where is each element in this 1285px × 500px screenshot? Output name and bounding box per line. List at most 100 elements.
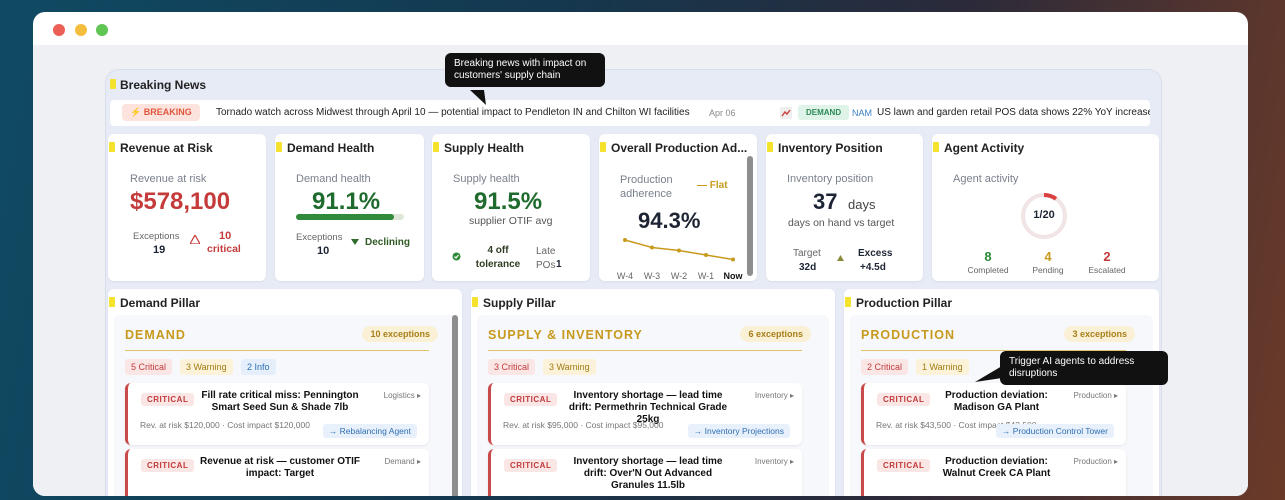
x-tick-label: W-3 [644, 271, 660, 281]
filter-chip[interactable]: 3 Warning [180, 359, 233, 375]
kpi-card[interactable]: Revenue at Risk Revenue at risk $578,100… [108, 134, 266, 281]
filter-chip[interactable]: 2 Critical [861, 359, 909, 375]
exception-title: Production deviation: Walnut Creek CA Pl… [942, 456, 1051, 479]
exception-title: Revenue at risk — customer OTIF impact: … [199, 456, 361, 479]
exception-card[interactable]: CRITICAL Revenue at risk — customer OTIF … [125, 449, 429, 496]
impact-meta: Rev. at risk $43,500 · Cost impact $43,5… [876, 420, 1037, 430]
minimize-dot[interactable] [75, 24, 87, 36]
pillar-heading: PRODUCTION [861, 328, 956, 342]
exception-card[interactable]: CRITICAL Production deviation: Madison GA… [861, 383, 1126, 445]
tooltip-arrow [470, 90, 486, 105]
news-date: Apr 06 [709, 108, 736, 118]
pillar-title: Demand Pillar [120, 296, 201, 310]
kpi-value: 37 [813, 189, 838, 214]
kpi-value: 94.3% [638, 208, 701, 233]
marker [110, 79, 116, 89]
exception-title: Inventory shortage — lead time drift: Ov… [573, 456, 723, 491]
x-tick-label: W-2 [671, 271, 687, 281]
demand-tag: DEMAND [798, 105, 850, 120]
trend-point [731, 257, 735, 262]
kpi-value: 91.5% [474, 188, 543, 215]
filter-chip[interactable]: 3 Warning [543, 359, 596, 375]
category: Logistics ▸ [383, 391, 421, 400]
pillar-panel[interactable]: Supply Pillar SUPPLY & INVENTORY 6 excepti… [471, 289, 835, 496]
kpi-card[interactable]: Overall Production Ad... Production adhe… [599, 134, 757, 281]
exception-card[interactable]: CRITICAL Fill rate critical miss: Penning… [125, 383, 429, 445]
filter-chip[interactable]: 5 Critical [125, 359, 173, 375]
filter-chip[interactable]: 1 Warning [916, 359, 969, 375]
kpi-card[interactable]: Demand Health Demand health 91.1% Except… [275, 134, 424, 281]
exception-count: 10 exceptions [362, 326, 438, 342]
pillar-panel[interactable]: Production Pillar PRODUCTION 3 exceptions 2… [844, 289, 1159, 496]
late-value: 1 [556, 259, 562, 270]
pillar-heading: SUPPLY & INVENTORY [488, 328, 643, 342]
kpi-value: 91.1% [312, 188, 381, 215]
kpi-label: Inventory position [787, 173, 874, 185]
progress-track [296, 214, 404, 220]
trend-point [623, 238, 627, 242]
exceptions-value: 19 [153, 244, 166, 256]
agent-button[interactable]: → Rebalancing Agent [322, 424, 417, 438]
news-text[interactable]: Tornado watch across Midwest through Apr… [216, 107, 690, 118]
severity-badge: CRITICAL [877, 393, 931, 406]
exceptions-label: Exceptions [133, 231, 180, 242]
breaking-badge: ⚡ BREAKING [122, 104, 200, 121]
kpi-card[interactable]: Supply Health Supply health 91.5% suppli… [432, 134, 590, 281]
severity-badge: CRITICAL [504, 393, 558, 406]
up-icon [837, 255, 844, 261]
pillar-body: PRODUCTION 3 exceptions 2 Critical 1 Warnin… [850, 315, 1153, 496]
exception-card[interactable]: CRITICAL Inventory shortage — lead time d… [488, 383, 802, 445]
critical-label: critical [207, 243, 241, 255]
close-dot[interactable] [53, 24, 65, 36]
trend-icon [780, 107, 792, 119]
kpi-card[interactable]: Inventory Position Inventory position 37… [766, 134, 923, 281]
agent-button[interactable]: → Inventory Projections [687, 424, 790, 438]
agent-button[interactable]: → Production Control Tower [995, 424, 1114, 438]
exception-title: Production deviation: Madison GA Plant [945, 390, 1048, 413]
divider [861, 350, 1126, 351]
kpi-sub: days on hand vs target [788, 217, 895, 229]
divider [125, 350, 429, 351]
marker [845, 297, 851, 307]
dashboard: Breaking News ⚡ BREAKING Tornado watch a… [105, 69, 1162, 496]
trend-point [677, 248, 681, 253]
severity-badge: CRITICAL [141, 393, 195, 406]
severity-badge: CRITICAL [141, 459, 195, 472]
pillar-panel[interactable]: Demand Pillar DEMAND 10 exceptions 5 Critic… [108, 289, 462, 496]
x-tick-label: W-1 [698, 271, 714, 281]
pillar-body: DEMAND 10 exceptions 5 Critical 3 Warning 2 … [114, 315, 456, 496]
kpi-sub: supplier OTIF avg [469, 215, 553, 227]
maximize-dot[interactable] [96, 24, 108, 36]
impact-meta: Rev. at risk $120,000 · Cost impact $120… [140, 420, 310, 430]
progress-fill [296, 214, 395, 220]
stat-value: 8 [984, 249, 992, 264]
news-text[interactable]: US lawn and garden retail POS data shows… [877, 107, 1150, 118]
trend-point [650, 245, 654, 250]
pillar-body: SUPPLY & INVENTORY 6 exceptions 3 Critical… [477, 315, 829, 496]
kpi-card[interactable]: Agent Activity Agent activity 1/20 8 Com… [932, 134, 1159, 281]
severity-badge: CRITICAL [504, 459, 558, 472]
marker [767, 142, 773, 152]
exception-card[interactable]: CRITICAL Inventory shortage — lead time d… [488, 449, 802, 496]
filter-chip[interactable]: 3 Critical [488, 359, 536, 375]
kpi-label: Production adherence [620, 174, 673, 200]
stat-value: 2 [1103, 249, 1111, 264]
kpi-label: Demand health [296, 173, 371, 185]
card-title: Revenue at Risk [120, 141, 213, 155]
filter-chip[interactable]: 2 Info [241, 359, 276, 375]
scrollbar [747, 156, 753, 276]
sparkline: W-4 W-3 W-2 W-1 Now [617, 238, 743, 281]
trend-flat: — Flat [697, 180, 728, 191]
pillar-title: Supply Pillar [483, 296, 556, 310]
exception-count: 3 exceptions [1064, 326, 1135, 342]
check-icon [452, 252, 461, 261]
off-tolerance: 4 off tolerance [475, 245, 521, 270]
excess-label: Excess [858, 248, 893, 259]
marker [109, 297, 115, 307]
card-title: Inventory Position [778, 141, 883, 155]
exceptions-label: Exceptions [296, 232, 343, 243]
exception-card[interactable]: CRITICAL Production deviation: Walnut Cre… [861, 449, 1126, 496]
marker [276, 142, 282, 152]
divider [488, 350, 802, 351]
